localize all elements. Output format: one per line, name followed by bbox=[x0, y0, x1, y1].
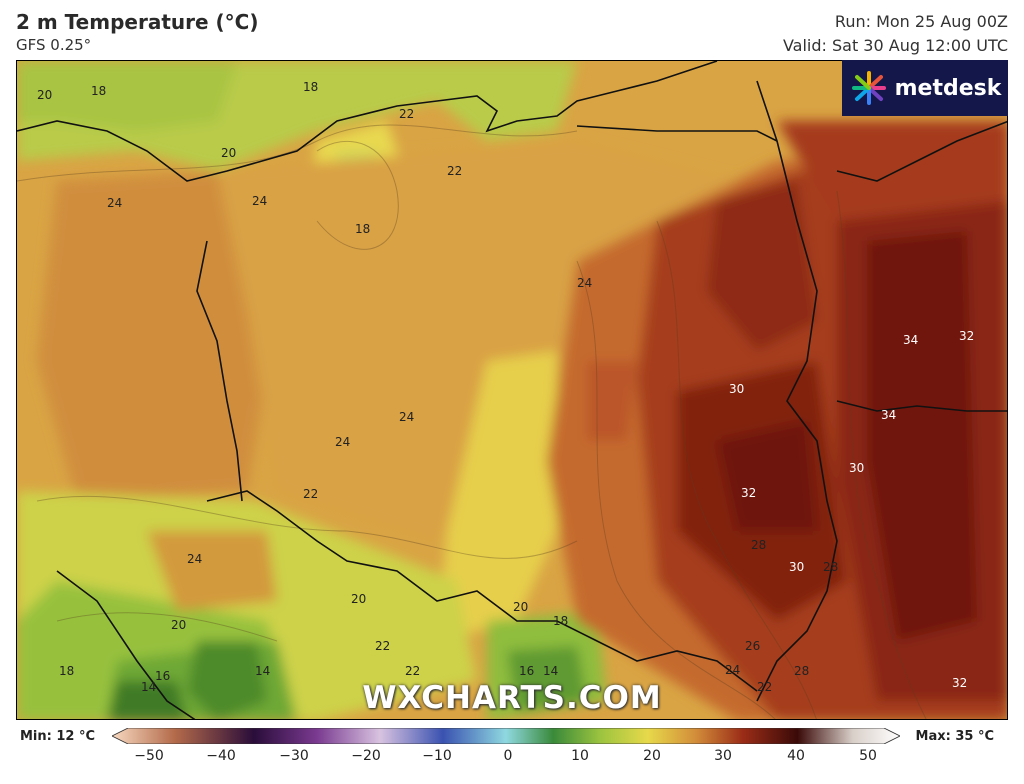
map-label: 22 bbox=[405, 664, 420, 678]
map-label: 24 bbox=[725, 663, 740, 677]
colorbar-tick: −10 bbox=[422, 748, 452, 764]
map-label: 34 bbox=[881, 408, 896, 422]
border-lithuania bbox=[576, 125, 778, 142]
map-label: 20 bbox=[513, 600, 528, 614]
colorbar-tick: −30 bbox=[279, 748, 309, 764]
map-label: 14 bbox=[141, 680, 156, 694]
metdesk-brand-name: metdesk bbox=[894, 75, 1002, 101]
map-label: 18 bbox=[355, 222, 370, 236]
temperature-map[interactable]: 20 18 18 22 20 22 24 24 18 24 24 24 24 2… bbox=[16, 60, 1008, 720]
map-label: 22 bbox=[375, 639, 390, 653]
map-label: 22 bbox=[303, 487, 318, 501]
map-label: 32 bbox=[959, 329, 974, 343]
map-label: 30 bbox=[789, 560, 804, 574]
border-czech bbox=[56, 570, 196, 719]
map-label: 26 bbox=[745, 639, 760, 653]
metdesk-logo: metdesk bbox=[842, 60, 1008, 116]
map-label: 30 bbox=[729, 382, 744, 396]
map-label: 24 bbox=[252, 194, 267, 208]
valid-time: Valid: Sat 30 Aug 12:00 UTC bbox=[782, 36, 1008, 55]
border-east bbox=[756, 80, 838, 702]
map-label: 32 bbox=[952, 676, 967, 690]
colorbar-tick: 50 bbox=[859, 748, 877, 764]
wxcharts-watermark: WXCHARTS.COM bbox=[362, 680, 662, 716]
map-label: 24 bbox=[399, 410, 414, 424]
colorbar-tick: 40 bbox=[787, 748, 805, 764]
border-west bbox=[196, 240, 243, 502]
map-label: 20 bbox=[171, 618, 186, 632]
map-label: 28 bbox=[794, 664, 809, 678]
border-south bbox=[206, 490, 758, 692]
map-label: 16 bbox=[155, 669, 170, 683]
model-name: GFS 0.25° bbox=[16, 36, 92, 54]
map-label: 22 bbox=[757, 680, 772, 694]
map-canvas: 20 18 18 22 20 22 24 24 18 24 24 24 24 2… bbox=[17, 61, 1007, 719]
map-label: 18 bbox=[91, 84, 106, 98]
map-label: 14 bbox=[255, 664, 270, 678]
map-label: 18 bbox=[303, 80, 318, 94]
colorbar-ticks: −50 −40 −30 −20 −10 0 10 20 30 40 50 bbox=[0, 748, 1024, 768]
map-label: 22 bbox=[399, 107, 414, 121]
legend-max: Max: 35 °C bbox=[915, 729, 994, 744]
map-label: 16 bbox=[519, 664, 534, 678]
map-label: 24 bbox=[187, 552, 202, 566]
map-label: 34 bbox=[903, 333, 918, 347]
coastline bbox=[17, 61, 718, 182]
run-time: Run: Mon 25 Aug 00Z bbox=[834, 12, 1008, 31]
map-label: 22 bbox=[447, 164, 462, 178]
metdesk-burst-icon bbox=[851, 71, 886, 105]
colorbar-tick: −40 bbox=[206, 748, 236, 764]
map-label: 24 bbox=[107, 196, 122, 210]
border-belarus bbox=[836, 120, 1007, 182]
map-label: 28 bbox=[823, 560, 838, 574]
map-label: 18 bbox=[553, 614, 568, 628]
border-ukraine bbox=[836, 400, 1007, 412]
map-label: 20 bbox=[351, 592, 366, 606]
colorbar-tick: 20 bbox=[643, 748, 661, 764]
colorbar-tick: 30 bbox=[714, 748, 732, 764]
map-label: 20 bbox=[221, 146, 236, 160]
map-label: 14 bbox=[543, 664, 558, 678]
map-label: 32 bbox=[741, 486, 756, 500]
map-label: 24 bbox=[335, 435, 350, 449]
colorbar-tick: −50 bbox=[134, 748, 164, 764]
map-label: 20 bbox=[37, 88, 52, 102]
map-label: 24 bbox=[577, 276, 592, 290]
map-label: 18 bbox=[59, 664, 74, 678]
temperature-colorbar bbox=[112, 728, 900, 744]
map-label: 28 bbox=[751, 538, 766, 552]
chart-title: 2 m Temperature (°C) bbox=[16, 10, 259, 34]
colorbar-tick: −20 bbox=[351, 748, 381, 764]
map-label: 30 bbox=[849, 461, 864, 475]
colorbar-tick: 0 bbox=[503, 748, 513, 764]
colorbar-tick: 10 bbox=[571, 748, 589, 764]
legend-min: Min: 12 °C bbox=[20, 729, 96, 744]
